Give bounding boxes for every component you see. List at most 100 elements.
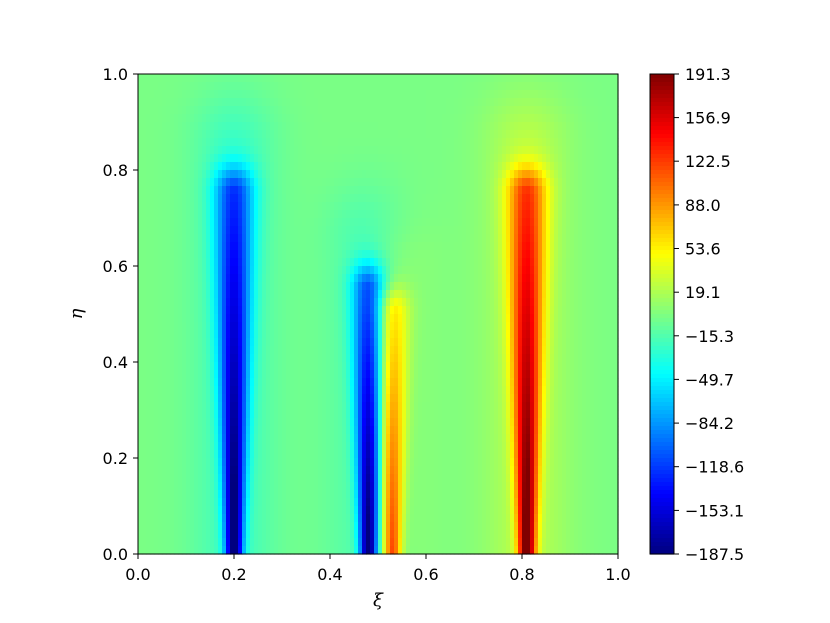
- heatmap-cell: [190, 354, 195, 363]
- heatmap-cell: [242, 130, 247, 139]
- heatmap-cell: [542, 362, 547, 371]
- heatmap-cell: [142, 242, 147, 251]
- heatmap-cell: [190, 314, 195, 323]
- heatmap-cell: [210, 114, 215, 123]
- heatmap-cell: [382, 162, 387, 171]
- heatmap-cell: [318, 394, 323, 403]
- heatmap-cell: [270, 114, 275, 123]
- heatmap-cell: [282, 202, 287, 211]
- heatmap-cell: [474, 178, 479, 187]
- heatmap-cell: [246, 290, 251, 299]
- heatmap-cell: [398, 274, 403, 283]
- heatmap-cell: [326, 98, 331, 107]
- heatmap-cell: [466, 138, 471, 147]
- heatmap-cell: [342, 98, 347, 107]
- heatmap-cell: [466, 338, 471, 347]
- heatmap-cell: [274, 338, 279, 347]
- heatmap-cell: [354, 290, 359, 299]
- heatmap-cell: [466, 170, 471, 179]
- heatmap-cell: [474, 98, 479, 107]
- heatmap-cell: [178, 274, 183, 283]
- heatmap-cell: [450, 378, 455, 387]
- heatmap-cell: [390, 266, 395, 275]
- heatmap-cell: [138, 250, 143, 259]
- heatmap-cell: [426, 402, 431, 411]
- heatmap-cell: [138, 282, 143, 291]
- heatmap-cell: [446, 386, 451, 395]
- heatmap-cell: [442, 162, 447, 171]
- heatmap-cell: [606, 290, 611, 299]
- heatmap-cell: [314, 130, 319, 139]
- heatmap-cell: [450, 250, 455, 259]
- heatmap-cell: [438, 330, 443, 339]
- heatmap-cell: [246, 106, 251, 115]
- heatmap-cell: [306, 242, 311, 251]
- heatmap-cell: [366, 186, 371, 195]
- heatmap-cell: [174, 290, 179, 299]
- heatmap-cell: [338, 74, 343, 83]
- heatmap-cell: [418, 82, 423, 91]
- heatmap-cell: [458, 74, 463, 83]
- heatmap-cell: [614, 378, 619, 387]
- heatmap-cell: [334, 106, 339, 115]
- heatmap-cell: [154, 82, 159, 91]
- heatmap-cell: [198, 354, 203, 363]
- heatmap-cell: [374, 386, 379, 395]
- heatmap-cell: [386, 338, 391, 347]
- heatmap-cell: [562, 306, 567, 315]
- heatmap-cell: [150, 290, 155, 299]
- heatmap-cell: [498, 266, 503, 275]
- heatmap-cell: [258, 298, 263, 307]
- heatmap-cell: [458, 394, 463, 403]
- heatmap-cell: [294, 90, 299, 99]
- heatmap-cell: [426, 386, 431, 395]
- heatmap-cell: [214, 282, 219, 291]
- heatmap-cell: [250, 98, 255, 107]
- heatmap-cell: [482, 202, 487, 211]
- heatmap-cell: [406, 346, 411, 355]
- heatmap-cell: [558, 114, 563, 123]
- heatmap-cell: [502, 354, 507, 363]
- heatmap-cell: [546, 346, 551, 355]
- heatmap-cell: [382, 402, 387, 411]
- heatmap-cell: [462, 298, 467, 307]
- heatmap-cell: [378, 154, 383, 163]
- heatmap-cell: [506, 194, 511, 203]
- heatmap-cell: [390, 298, 395, 307]
- heatmap-cell: [510, 330, 515, 339]
- heatmap-cell: [250, 274, 255, 283]
- heatmap-cell: [418, 202, 423, 211]
- heatmap-cell: [598, 106, 603, 115]
- heatmap-cell: [250, 210, 255, 219]
- heatmap-cell: [222, 226, 227, 235]
- heatmap-cell: [274, 330, 279, 339]
- heatmap-cell: [410, 122, 415, 131]
- heatmap-cell: [386, 346, 391, 355]
- heatmap-cell: [602, 242, 607, 251]
- heatmap-cell: [550, 394, 555, 403]
- heatmap-cell: [254, 362, 259, 371]
- heatmap-cell: [458, 114, 463, 123]
- heatmap-cell: [382, 154, 387, 163]
- heatmap-cell: [362, 250, 367, 259]
- heatmap-cell: [370, 330, 375, 339]
- heatmap-cell: [170, 114, 175, 123]
- heatmap-cell: [362, 74, 367, 83]
- heatmap-cell: [586, 362, 591, 371]
- heatmap-cell: [454, 354, 459, 363]
- heatmap-cell: [562, 378, 567, 387]
- heatmap-cell: [142, 106, 147, 115]
- heatmap-cell: [570, 162, 575, 171]
- heatmap-cell: [238, 402, 243, 411]
- heatmap-cell: [350, 202, 355, 211]
- heatmap-cell: [610, 90, 615, 99]
- heatmap-cell: [558, 274, 563, 283]
- heatmap-cell: [558, 202, 563, 211]
- heatmap-cell: [466, 154, 471, 163]
- heatmap-cell: [394, 290, 399, 299]
- heatmap-cell: [458, 258, 463, 267]
- heatmap-cell: [294, 106, 299, 115]
- heatmap-cell: [562, 90, 567, 99]
- heatmap-cell: [322, 250, 327, 259]
